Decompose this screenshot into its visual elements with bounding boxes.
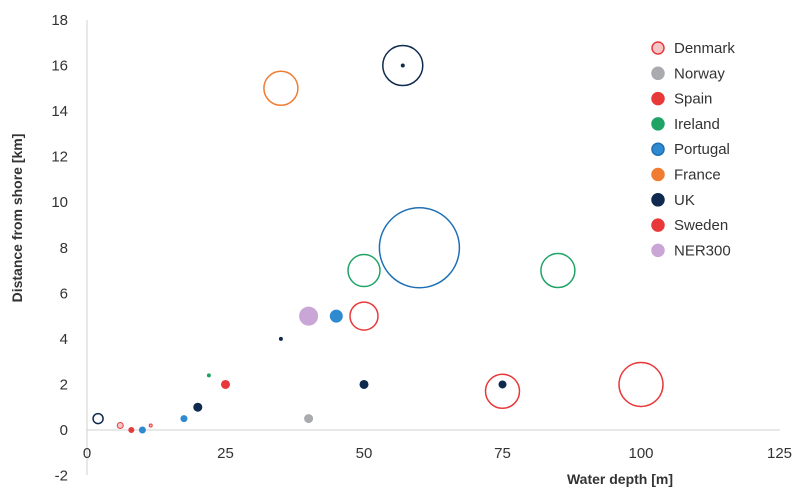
- x-tick-label: 25: [217, 445, 234, 462]
- legend-marker-ireland: [651, 117, 665, 131]
- bubble-ireland: [206, 373, 211, 378]
- legend-label-ner300: NER300: [674, 242, 731, 259]
- x-tick-label: 125: [767, 445, 792, 462]
- y-tick-labels: -2 0 2 4 6 8 10 12 14 16 18: [51, 12, 68, 485]
- legend-label-uk: UK: [674, 192, 695, 209]
- bubble-denmark: [148, 423, 153, 428]
- y-tick-label: 12: [51, 149, 68, 166]
- y-tick-label: 4: [60, 331, 68, 348]
- bubble-uk: [278, 336, 283, 341]
- legend-label-denmark: Denmark: [674, 40, 735, 57]
- legend-marker-norway: [651, 66, 665, 81]
- bubble-denmark: [116, 421, 124, 429]
- legend-marker-ner300: [651, 243, 665, 258]
- legend-label-norway: Norway: [674, 65, 725, 82]
- bubble-spain: [221, 379, 230, 389]
- x-tick-label: 0: [83, 445, 91, 462]
- legend-label-france: France: [674, 167, 721, 184]
- axes: [86, 20, 780, 475]
- bubble-spain: [128, 427, 135, 433]
- legend-label-sweden: Sweden: [674, 217, 728, 234]
- bubble-denmark: [484, 373, 521, 410]
- bubble-ireland: [347, 253, 381, 288]
- legend-marker-uk: [651, 193, 665, 207]
- y-tick-label: -2: [55, 468, 68, 485]
- bubble-uk: [193, 402, 203, 412]
- legend-label-ireland: Ireland: [674, 116, 720, 133]
- y-tick-label: 8: [60, 240, 68, 257]
- legend-label-portugal: Portugal: [674, 141, 730, 158]
- legend-marker-sweden: [651, 218, 665, 232]
- y-tick-label: 18: [51, 12, 68, 29]
- bubble-portugal: [180, 415, 188, 423]
- x-tick-labels: 0 25 50 75 100 125: [83, 445, 792, 462]
- bubbles: [92, 44, 664, 434]
- bubble-uk: [92, 412, 104, 425]
- x-tick-label: 75: [494, 445, 511, 462]
- y-tick-label: 16: [51, 58, 68, 75]
- bubble-uk: [498, 380, 507, 389]
- y-tick-label: 14: [51, 103, 68, 120]
- y-tick-label: 6: [60, 285, 68, 302]
- y-tick-label: 10: [51, 194, 68, 211]
- bubble-portugal: [329, 309, 343, 323]
- bubble-france: [263, 70, 299, 107]
- legend-marker-portugal: [651, 142, 665, 156]
- legend-label-spain: Spain: [674, 91, 712, 108]
- y-tick-label: 0: [60, 422, 68, 439]
- legend-marker-spain: [651, 91, 665, 106]
- y-tick-label: 2: [60, 376, 68, 393]
- bubble-uk: [359, 379, 369, 389]
- bubble-denmark: [618, 361, 664, 408]
- x-tick-label: 50: [356, 445, 373, 462]
- bubble-portugal: [378, 207, 461, 289]
- legend-marker-france: [651, 167, 665, 182]
- bubble-ner300: [299, 306, 319, 326]
- x-tick-label: 100: [628, 445, 653, 462]
- bubble-denmark: [349, 301, 379, 331]
- bubble-portugal: [138, 426, 146, 434]
- y-axis-title: Distance from shore [km]: [9, 134, 25, 303]
- bubble-uk: [400, 63, 405, 68]
- legend-marker-denmark: [651, 41, 665, 55]
- legend: Denmark Norway Spain Ireland Portugal France U…: [651, 40, 735, 259]
- bubble-norway: [304, 414, 314, 424]
- x-axis-title: Water depth [m]: [567, 471, 673, 487]
- bubble-uk: [382, 44, 424, 87]
- bubble-ireland: [540, 252, 576, 289]
